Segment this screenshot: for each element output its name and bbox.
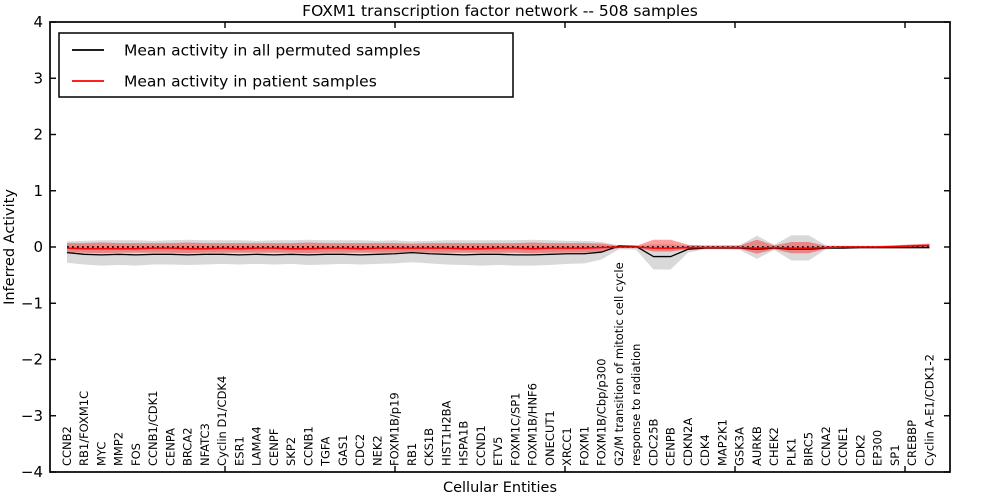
x-category-label: CDKN2A [681,418,695,466]
x-category-label: CDC25B [646,418,660,466]
permuted-mean-line [66,245,930,258]
x-category-label: HIST1H2BA [439,400,453,466]
x-category-label: Cyclin D1/CDK4 [215,376,229,466]
x-category-label: HSPA1B [457,421,471,466]
x-category-label: MMP2 [112,432,126,466]
x-category-label: ONECUT1 [543,410,557,466]
x-category-label: CENPA [163,428,177,466]
x-category-label: CCNB2 [60,426,74,466]
x-category-label: MYC [94,442,108,466]
x-axis-label: Cellular Entities [443,480,557,496]
chart-title: FOXM1 transcription factor network -- 50… [302,2,698,20]
x-category-label: CENPF [267,429,281,466]
x-category-label: ETV5 [491,437,505,466]
y-tick-label: 4 [33,13,43,31]
x-category-label: FOXM1 [577,426,591,466]
x-category-label: CCND1 [474,425,488,466]
x-category-label: LAMA4 [250,426,264,466]
x-category-label: GSK3A [733,427,747,466]
x-category-label: SP1 [888,444,902,466]
y-tick-label: 2 [33,126,43,144]
legend-box [58,32,514,98]
legend: Mean activity in all permuted samples Mea… [58,32,514,98]
x-category-label: CDK4 [698,434,712,466]
x-category-label: CCNB1/CDK1 [146,391,160,467]
y-axis-label: Inferred Activity [2,189,18,305]
x-category-label: CENPB [664,427,678,466]
x-category-label: NEK2 [370,435,384,466]
permuted-band [67,235,930,270]
x-category-label: FOS [129,443,143,466]
x-category-label: FOXM1B/Cbp/p300 [595,358,609,466]
legend-label: Mean activity in all permuted samples [124,41,421,59]
legend-label: Mean activity in patient samples [124,72,377,90]
x-category-label: CKS1B [422,428,436,466]
y-axis: −4 −3 −2 −1 0 1 2 3 4 [21,13,950,481]
x-category-label: CHEK2 [767,427,781,466]
x-category-label: XRCC1 [560,427,574,466]
x-category-label: FOXM1C/SP1 [508,392,522,466]
x-category-label: CCNA2 [819,426,833,466]
x-category-label: GAS1 [336,435,350,466]
x-category-label: EP300 [871,430,885,466]
x-category-label: CDC2 [353,434,367,466]
x-category-label: CDK2 [853,434,867,466]
x-category-label: BIRC5 [802,432,816,466]
x-category-label: response to radiation [629,344,643,466]
x-category-label: PLK1 [784,438,798,466]
category-labels: CCNB2 RB1/FOXM1C MYC MMP2 FOS CCNB1/CDK1 CENPA… [60,262,936,467]
x-category-label: CCNB1 [301,426,315,466]
x-category-label: ESR1 [232,436,246,466]
x-category-label: RB1/FOXM1C [77,391,91,466]
x-category-label: FOXM1B/HNF6 [526,383,540,466]
x-category-label: AURKB [750,426,764,466]
x-category-label: CREBBP [905,420,919,466]
x-category-label: TGFA [319,437,333,467]
x-category-label: G2/M transition of mitotic cell cycle [612,262,626,466]
y-tick-label: −1 [21,294,43,312]
x-axis [224,22,906,472]
x-category-label: SKP2 [284,437,298,466]
patient-mean-line [66,244,930,250]
x-category-label: CCNE1 [836,427,850,466]
y-tick-label: −3 [21,407,43,425]
x-category-label: BRCA2 [181,427,195,466]
x-category-label: MAP2K1 [715,419,729,466]
x-category-label: FOXM1B/p19 [388,392,402,466]
y-tick-label: −2 [21,351,43,369]
y-tick-label: 3 [33,69,43,87]
x-category-label: NFATC3 [198,423,212,466]
y-tick-label: 0 [33,238,43,256]
x-category-label: Cyclin A-E1/CDK1-2 [922,354,936,466]
y-tick-label: −4 [21,463,43,481]
y-tick-label: 1 [33,182,43,200]
x-category-label: RB1 [405,443,419,466]
